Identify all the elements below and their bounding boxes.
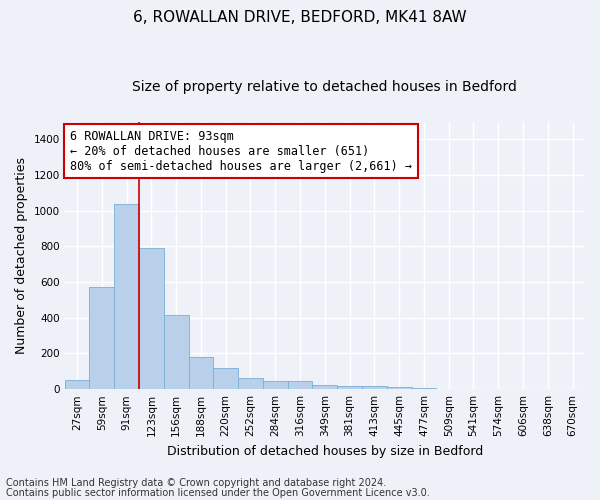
Text: Contains HM Land Registry data © Crown copyright and database right 2024.: Contains HM Land Registry data © Crown c… <box>6 478 386 488</box>
Bar <box>238 378 263 389</box>
X-axis label: Distribution of detached houses by size in Bedford: Distribution of detached houses by size … <box>167 444 483 458</box>
Bar <box>114 204 139 389</box>
Bar <box>214 368 238 389</box>
Bar <box>362 386 387 389</box>
Bar <box>387 388 412 389</box>
Text: 6 ROWALLAN DRIVE: 93sqm
← 20% of detached houses are smaller (651)
80% of semi-d: 6 ROWALLAN DRIVE: 93sqm ← 20% of detache… <box>70 130 412 172</box>
Bar <box>65 380 89 389</box>
Bar <box>164 315 188 389</box>
Bar <box>139 248 164 389</box>
Bar <box>287 380 313 389</box>
Y-axis label: Number of detached properties: Number of detached properties <box>15 157 28 354</box>
Text: Contains public sector information licensed under the Open Government Licence v3: Contains public sector information licen… <box>6 488 430 498</box>
Bar <box>263 380 287 389</box>
Bar <box>89 288 114 389</box>
Bar <box>313 386 337 389</box>
Title: Size of property relative to detached houses in Bedford: Size of property relative to detached ho… <box>133 80 517 94</box>
Bar <box>412 388 436 389</box>
Text: 6, ROWALLAN DRIVE, BEDFORD, MK41 8AW: 6, ROWALLAN DRIVE, BEDFORD, MK41 8AW <box>133 10 467 25</box>
Bar <box>188 357 214 389</box>
Bar <box>337 386 362 389</box>
